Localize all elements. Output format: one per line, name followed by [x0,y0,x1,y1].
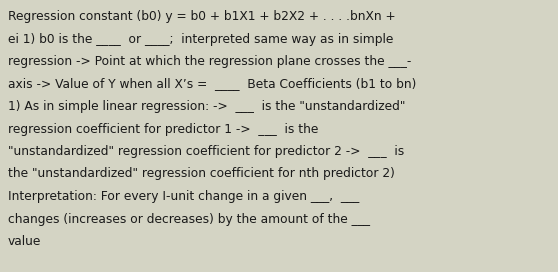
Text: regression coefficient for predictor 1 ->  ___  is the: regression coefficient for predictor 1 -… [8,122,319,135]
Text: 1) As in simple linear regression: ->  ___  is the "unstandardized": 1) As in simple linear regression: -> __… [8,100,405,113]
Text: changes (increases or decreases) by the amount of the ___: changes (increases or decreases) by the … [8,212,370,225]
Text: regression -> Point at which the regression plane crosses the ___-: regression -> Point at which the regress… [8,55,411,68]
Text: value: value [8,235,41,248]
Text: Regression constant (b0) y = b0 + b1X1 + b2X2 + . . . .bnXn +: Regression constant (b0) y = b0 + b1X1 +… [8,10,396,23]
Text: the "unstandardized" regression coefficient for nth predictor 2): the "unstandardized" regression coeffici… [8,168,395,181]
Text: axis -> Value of Y when all X’s =  ____  Beta Coefficients (b1 to bn): axis -> Value of Y when all X’s = ____ B… [8,78,416,91]
Text: Interpretation: For every I-unit change in a given ___,  ___: Interpretation: For every I-unit change … [8,190,359,203]
Text: "unstandardized" regression coefficient for predictor 2 ->  ___  is: "unstandardized" regression coefficient … [8,145,404,158]
Text: ei 1) b0 is the ____  or ____;  interpreted same way as in simple: ei 1) b0 is the ____ or ____; interprete… [8,32,393,45]
